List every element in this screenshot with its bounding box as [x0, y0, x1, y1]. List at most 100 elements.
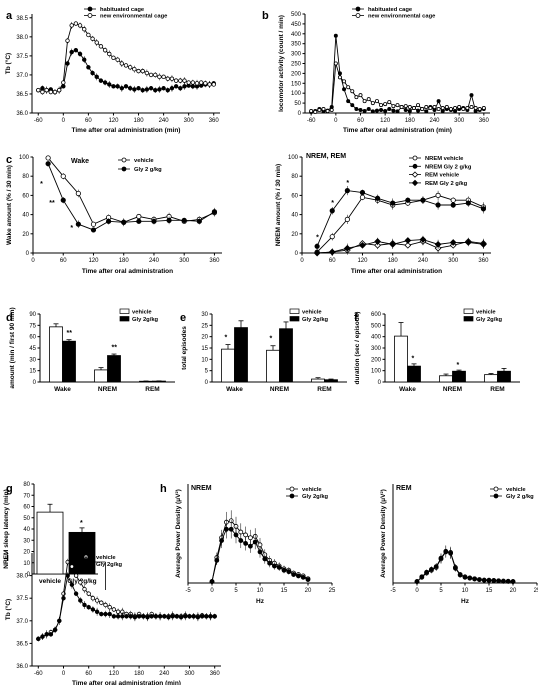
x-axis-label: Time after oral administration (min): [72, 680, 181, 685]
data-point: [132, 67, 137, 72]
data-point: [462, 574, 468, 580]
legend-marker: [493, 486, 499, 492]
data-point: [438, 555, 444, 561]
series-line: [47, 163, 215, 231]
data-point: [77, 23, 83, 28]
data-point: [450, 197, 456, 203]
data-point: [477, 107, 482, 112]
significance-mark: *: [225, 334, 228, 341]
data-point: [486, 578, 492, 583]
data-point: [359, 241, 366, 249]
x-tick-label: 300: [184, 118, 195, 124]
data-point: [362, 109, 367, 114]
significance-mark: *: [270, 335, 273, 342]
y-tick-label: 40: [23, 527, 30, 533]
x-tick-label: 0: [31, 258, 35, 264]
data-point: [107, 51, 112, 57]
data-point: [344, 216, 350, 222]
y-tick-label: 37.5: [16, 54, 28, 60]
data-point: [387, 107, 392, 112]
data-point: [436, 99, 441, 104]
y-axis-label: Wake amount (% / 30 min): [6, 165, 13, 245]
panel-label-d: d: [6, 312, 13, 324]
data-point: [153, 72, 158, 78]
data-point: [173, 84, 179, 89]
bar: [394, 335, 408, 383]
data-point: [433, 564, 439, 569]
data-point: [457, 105, 462, 110]
chart-h2: -5 0 5 10 15 20 25 Hz Average Power Density (μV²…: [380, 484, 538, 605]
data-point: [182, 78, 187, 83]
legend-entry: Gly 2g/kg: [132, 317, 159, 323]
data-point: [65, 573, 70, 578]
data-point: [128, 614, 133, 619]
data-point: [450, 202, 456, 208]
data-point: [374, 241, 381, 249]
data-point: [157, 74, 162, 80]
category-label: REM: [317, 386, 331, 393]
significance-mark: *: [70, 225, 73, 232]
legend-marker: [412, 155, 418, 161]
chart-d: 0 15 30 45 60 75 90 amount (min / first 90 min)…: [9, 307, 175, 393]
data-point: [390, 200, 396, 206]
x-tick-label: -60: [34, 671, 43, 677]
x-tick-label: -60: [34, 118, 43, 124]
data-point: [169, 76, 175, 81]
y-tick-label: 10: [23, 561, 30, 567]
legend-entry: habituated cage: [368, 7, 413, 13]
data-point: [432, 105, 437, 110]
data-point: [342, 79, 347, 84]
data-point: [115, 57, 120, 62]
data-point: [78, 598, 83, 603]
data-point: [291, 572, 297, 577]
data-point: [161, 86, 166, 91]
legend-entry: vehicle: [96, 555, 116, 561]
x-tick-label: 10: [462, 588, 469, 594]
y-tick-label: 0: [298, 111, 302, 117]
data-point: [342, 87, 347, 92]
data-point: [169, 86, 175, 91]
data-point: [65, 61, 70, 66]
legend-entry: REM Gly 2 g/kg: [425, 181, 468, 187]
data-point: [98, 78, 104, 83]
y-tick-label: 5: [205, 369, 209, 375]
data-point: [120, 614, 125, 619]
legend-marker: [121, 166, 127, 172]
bar: [107, 355, 121, 383]
data-point: [132, 87, 137, 92]
data-point: [309, 109, 314, 114]
significance-mark: *: [457, 362, 460, 369]
data-point: [350, 103, 355, 108]
data-point: [136, 213, 142, 220]
category-label: vehicle: [39, 578, 61, 585]
significance-mark: *: [412, 355, 415, 362]
data-point: [505, 578, 511, 584]
data-point: [94, 74, 99, 80]
data-point: [69, 582, 75, 587]
data-point: [403, 108, 408, 113]
legend-swatch: [463, 316, 474, 322]
y-tick-label: 250: [291, 62, 302, 68]
data-point: [271, 563, 277, 569]
data-point: [191, 614, 196, 619]
data-point: [434, 240, 442, 248]
data-point: [73, 21, 79, 26]
legend-entry: REM vehicle: [425, 173, 460, 179]
x-axis-label: Time after oral administration (min): [72, 127, 181, 134]
legend-entry: habituated cage: [100, 7, 145, 13]
chart-a: 36.0 36.5 37.0 37.5 38.0 38.5 -60 0 60 120 180 240 3…: [4, 6, 220, 134]
data-point: [90, 36, 95, 41]
y-tick-label: 20: [201, 335, 208, 341]
data-point: [151, 218, 157, 224]
data-point: [391, 108, 396, 113]
data-point: [181, 217, 187, 223]
y-tick-label: 36.5: [16, 641, 28, 647]
data-point: [350, 89, 355, 94]
legend-swatch: [289, 308, 300, 314]
data-point: [314, 243, 320, 249]
chart-g: 0 10 20 30 40 50 60 70 80 NREM sleep latency (min…: [3, 482, 98, 585]
y-tick-label: 450: [291, 22, 302, 28]
x-tick-label: 10: [257, 588, 264, 594]
bar: [62, 340, 76, 383]
data-point: [281, 567, 287, 573]
